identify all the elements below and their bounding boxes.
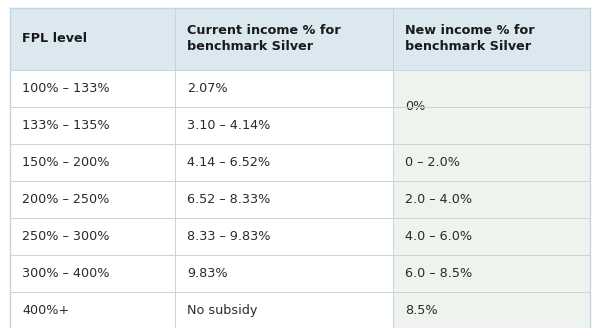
Text: 3.10 – 4.14%: 3.10 – 4.14% (187, 119, 271, 132)
Bar (393, 107, 590, 144)
Bar (10, 8, 175, 70)
Bar (10, 292, 175, 328)
Text: 9.83%: 9.83% (187, 267, 228, 280)
Text: 6.52 – 8.33%: 6.52 – 8.33% (187, 193, 271, 206)
Bar (393, 292, 590, 328)
Text: 8.33 – 9.83%: 8.33 – 9.83% (187, 230, 271, 243)
Text: Current income % for
benchmark Silver: Current income % for benchmark Silver (187, 25, 341, 53)
Text: 400%+: 400%+ (22, 304, 69, 317)
Bar (175, 8, 393, 70)
Text: 8.5%: 8.5% (405, 304, 437, 317)
Bar (175, 255, 393, 292)
Bar (393, 70, 590, 144)
Bar (175, 144, 393, 181)
Text: 100% – 133%: 100% – 133% (22, 82, 110, 95)
Text: 6.0 – 8.5%: 6.0 – 8.5% (405, 267, 472, 280)
Bar (393, 218, 590, 255)
Text: 0%: 0% (405, 100, 425, 113)
Bar (175, 107, 393, 144)
Bar (10, 144, 175, 181)
Bar (175, 181, 393, 218)
Text: 2.07%: 2.07% (187, 82, 228, 95)
Bar (393, 8, 590, 70)
Text: 150% – 200%: 150% – 200% (22, 156, 110, 169)
Text: 4.14 – 6.52%: 4.14 – 6.52% (187, 156, 271, 169)
Bar (10, 218, 175, 255)
Bar (393, 181, 590, 218)
Text: New income % for
benchmark Silver: New income % for benchmark Silver (405, 25, 535, 53)
Text: FPL level: FPL level (22, 32, 87, 46)
Bar (10, 107, 175, 144)
Bar (175, 218, 393, 255)
Bar (175, 70, 393, 107)
Bar (175, 292, 393, 328)
Bar (393, 144, 590, 181)
Text: No subsidy: No subsidy (187, 304, 257, 317)
Text: 200% – 250%: 200% – 250% (22, 193, 109, 206)
Bar (10, 181, 175, 218)
Text: 4.0 – 6.0%: 4.0 – 6.0% (405, 230, 472, 243)
Text: 2.0 – 4.0%: 2.0 – 4.0% (405, 193, 472, 206)
Text: 300% – 400%: 300% – 400% (22, 267, 110, 280)
Text: 250% – 300%: 250% – 300% (22, 230, 110, 243)
Bar (393, 255, 590, 292)
Bar (10, 70, 175, 107)
Bar (10, 255, 175, 292)
Text: 0 – 2.0%: 0 – 2.0% (405, 156, 460, 169)
Text: 133% – 135%: 133% – 135% (22, 119, 110, 132)
